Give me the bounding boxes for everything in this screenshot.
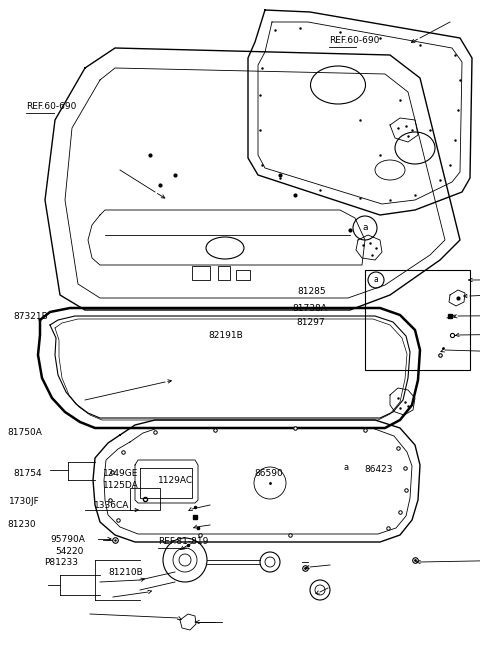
Text: 81285: 81285 (298, 287, 326, 297)
Bar (365, 270, 470, 370)
Text: 82191B: 82191B (209, 331, 243, 340)
Text: 95790A: 95790A (50, 535, 85, 544)
Text: 86590: 86590 (254, 469, 283, 478)
Text: 81297: 81297 (296, 318, 325, 327)
Text: 81210B: 81210B (108, 567, 143, 577)
Bar (192, 266, 210, 280)
Bar (218, 266, 230, 280)
Text: a: a (362, 224, 368, 232)
Text: P81233: P81233 (44, 558, 78, 567)
Text: 1125DA: 1125DA (103, 481, 139, 490)
Text: a: a (373, 276, 378, 285)
Text: 81230: 81230 (7, 520, 36, 529)
Text: REF.60-690: REF.60-690 (329, 36, 379, 45)
Text: REF.60-690: REF.60-690 (26, 102, 77, 111)
Text: 81750A: 81750A (7, 428, 42, 438)
Text: 1129AC: 1129AC (158, 476, 193, 485)
Text: 1730JF: 1730JF (9, 497, 39, 506)
Text: 54220: 54220 (55, 546, 84, 556)
Text: 87321B: 87321B (13, 312, 48, 321)
Text: a: a (343, 462, 348, 472)
Bar (236, 270, 250, 280)
Text: 86423: 86423 (365, 464, 393, 474)
Text: REF.81-819: REF.81-819 (158, 537, 209, 546)
Text: 81738A: 81738A (293, 304, 328, 313)
Text: 1336CA: 1336CA (94, 501, 129, 510)
Text: 81754: 81754 (13, 469, 42, 478)
Bar (130, 488, 160, 510)
Text: 1249GE: 1249GE (103, 469, 139, 478)
